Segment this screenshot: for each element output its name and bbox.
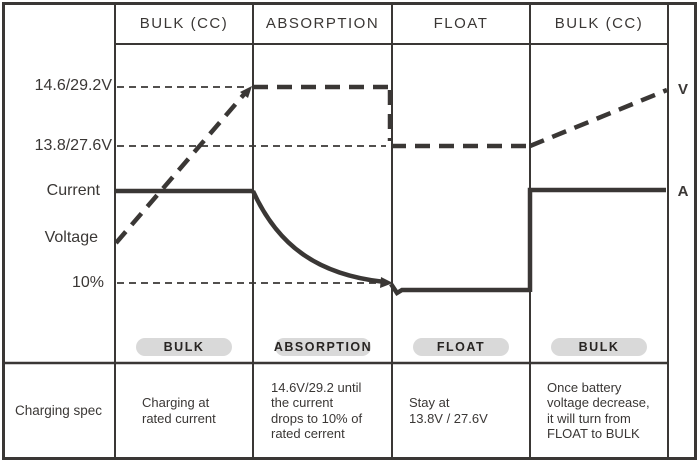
reference-level-lines [117, 86, 386, 284]
spec-cell-absorption: 14.6V/29.2 until the current drops to 10… [271, 379, 363, 442]
axis-label-amps: A [677, 183, 689, 200]
stage-pill-bulk-2: BULK [551, 338, 647, 356]
axis-label-current: Current [46, 182, 100, 199]
spec-cell-bulk-2: Once battery voltage decrease, it will t… [547, 379, 650, 442]
axis-label-voltage: Voltage [44, 229, 98, 246]
stage-header-float: FLOAT [433, 14, 489, 32]
stage-pill-absorption: ABSORPTION [273, 338, 373, 356]
axis-label-float-voltage: 13.8/27.6V [34, 137, 112, 154]
current-step-bulk-2 [527, 187, 666, 292]
axis-label-high-voltage: 14.6/29.2V [34, 77, 112, 94]
voltage-rise-bulk [114, 90, 248, 245]
stage-header-absorption: ABSORPTION [265, 14, 380, 32]
current-decay-absorption [250, 190, 386, 285]
current-arrowhead [380, 277, 393, 288]
voltage-curve [114, 84, 668, 245]
axis-label-ten-percent: 10% [71, 274, 104, 291]
current-hold-float [389, 282, 530, 297]
spec-row-label: Charging spec [14, 402, 103, 418]
voltage-arrowhead [240, 86, 252, 98]
stage-pill-bulk-1: BULK [136, 338, 232, 356]
voltage-rise-bulk-2 [529, 87, 668, 149]
stage-header-bulk-1: BULK (CC) [139, 14, 229, 32]
spec-cell-bulk-1: Charging at rated current [142, 395, 216, 426]
current-curve [114, 187, 666, 297]
spec-cell-float: Stay at 13.8V / 27.6V [409, 395, 488, 426]
axis-label-volts: V [677, 81, 688, 98]
stage-pill-float: FLOAT [413, 338, 509, 356]
stage-header-bulk-2: BULK (CC) [554, 14, 644, 32]
